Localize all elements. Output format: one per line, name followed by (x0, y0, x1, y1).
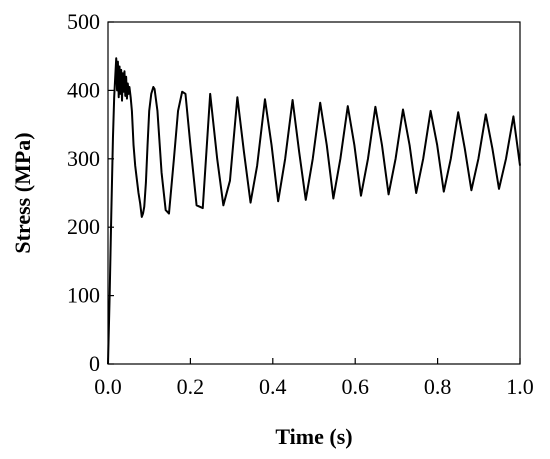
y-axis-title: Stress (MPa) (10, 132, 35, 253)
y-tick-label: 400 (67, 77, 100, 102)
ticks-layer (107, 21, 521, 365)
y-tick-label: 200 (67, 214, 100, 239)
plot-area (107, 21, 521, 365)
series-layer (107, 57, 521, 365)
y-tick-label: 100 (67, 283, 100, 308)
y-tick-label: 0 (89, 351, 100, 376)
x-tick-label: 1.0 (506, 374, 534, 399)
series-line (107, 57, 521, 365)
x-tick-label: 0.6 (341, 374, 369, 399)
x-tick-label: 0.4 (259, 374, 287, 399)
x-tick-label: 0.2 (177, 374, 205, 399)
tick-labels: 0 100 200 300 400 500 0.0 0.2 0.4 0.6 0.8 1.0 (67, 9, 534, 399)
x-tick-label: 0.8 (424, 374, 452, 399)
x-axis-title: Time (s) (275, 424, 352, 449)
y-tick-label: 500 (67, 9, 100, 34)
y-tick-label: 300 (67, 146, 100, 171)
plot-frame (107, 21, 521, 365)
x-tick-label: 0.0 (94, 374, 122, 399)
